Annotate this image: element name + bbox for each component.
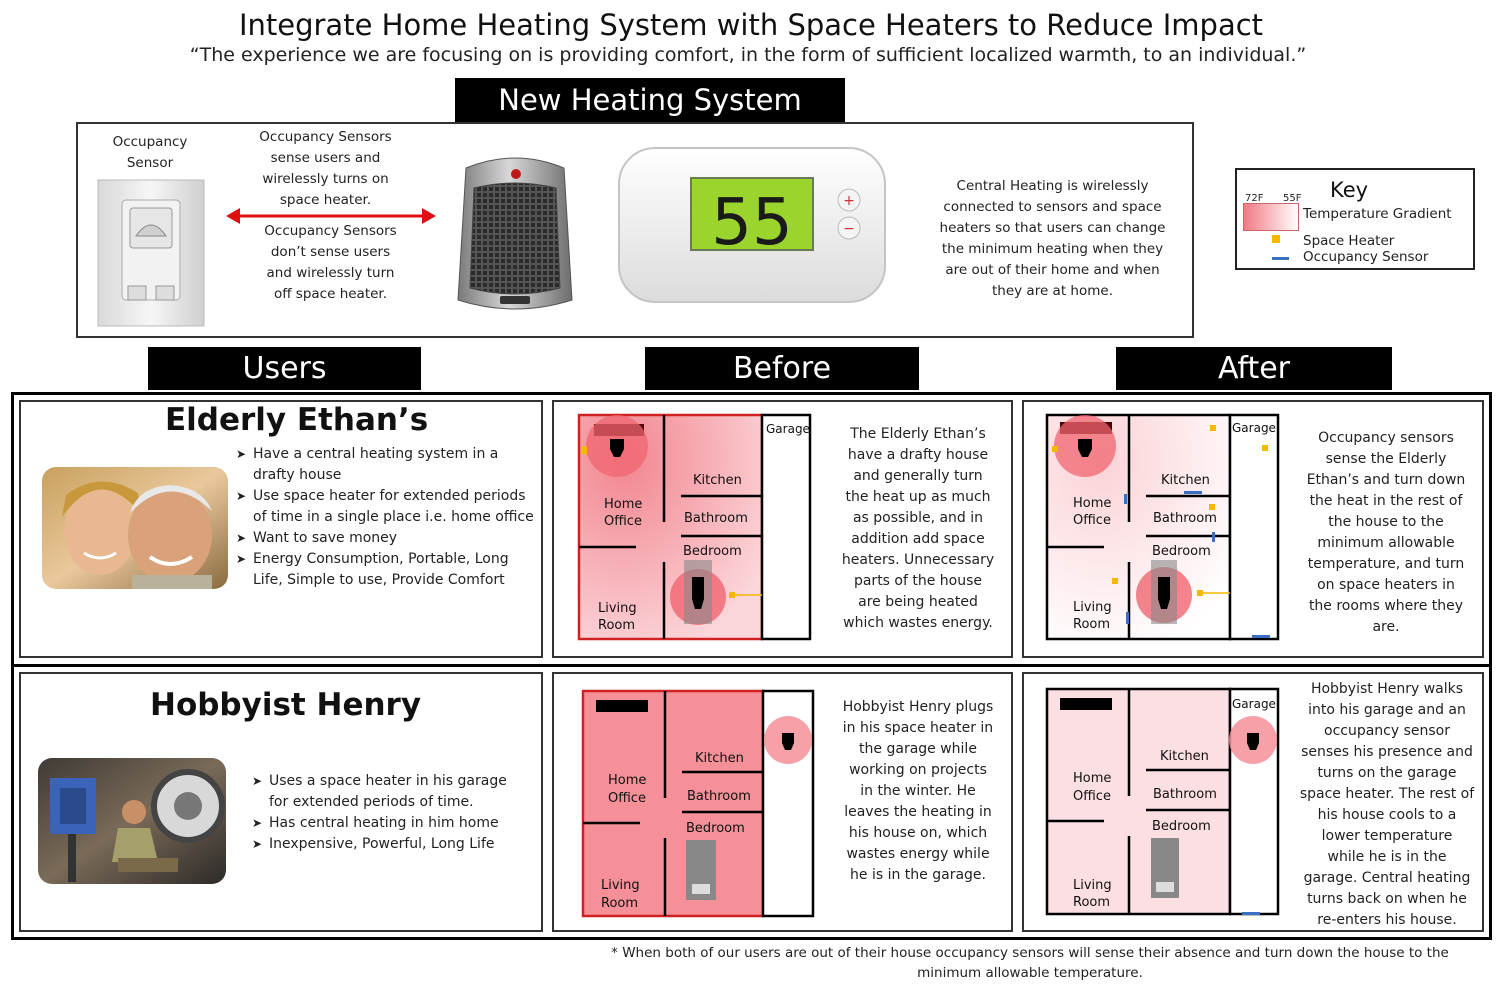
room-label: Room <box>598 618 635 633</box>
legend-gradient-swatch <box>1243 203 1299 231</box>
legend-gradient-label: Temperature Gradient <box>1303 206 1452 222</box>
room-label: Home <box>604 497 642 512</box>
room-label: Bedroom <box>683 544 742 559</box>
room-label: Bathroom <box>687 789 751 804</box>
room-label: Bedroom <box>1152 819 1211 834</box>
system-section-label: New Heating System <box>455 78 845 122</box>
footnote: * When both of our users are out of thei… <box>611 945 1449 981</box>
list-item: Inexpensive, Powerful, Long Life <box>252 834 527 855</box>
list-item: Want to save money <box>236 528 536 549</box>
room-label: Garage <box>766 422 810 436</box>
henry-bullets: Uses a space heater in his garage for ex… <box>252 771 527 855</box>
ethan-name: Elderly Ethan’s <box>165 402 429 438</box>
room-label: Bathroom <box>684 511 748 526</box>
list-item: Energy Consumption, Portable, Long Life,… <box>236 549 536 591</box>
room-label: Kitchen <box>695 751 744 766</box>
thermostat-icon: 55 + − <box>618 147 886 303</box>
room-label: Bathroom <box>1153 787 1217 802</box>
ethan-before-floorplan: Garage Kitchen Home Office Bathroom Bedr… <box>577 413 812 641</box>
sensor-off-text: Occupancy Sensors don’t sense users and … <box>264 223 397 302</box>
page-title: Integrate Home Heating System with Space… <box>238 8 1264 42</box>
room-label: Office <box>1073 513 1111 528</box>
henry-before-text: Hobbyist Henry plugs in his space heater… <box>842 699 994 883</box>
henry-name: Hobbyist Henry <box>150 687 422 723</box>
legend-temp-high: 72F <box>1245 193 1264 204</box>
ethan-before-text: The Elderly Ethan’s have a drafty house … <box>841 426 995 631</box>
henry-before-floorplan: Kitchen Home Office Bathroom Bedroom Liv… <box>581 689 815 918</box>
legend-sensor-label: Occupancy Sensor <box>1303 249 1429 265</box>
svg-text:+: + <box>843 193 855 209</box>
legend-title: Key <box>1330 178 1369 202</box>
sensor-caption: Occupancy Sensor <box>112 134 188 171</box>
thermostat-display: 55 <box>711 186 792 260</box>
space-heater-icon <box>457 157 573 310</box>
legend-temp-low: 55F <box>1283 193 1302 204</box>
room-label: Bedroom <box>686 821 745 836</box>
henry-photo <box>38 758 226 884</box>
legend-heater-icon <box>1272 235 1280 243</box>
room-label: Living <box>598 601 637 616</box>
room-label: Office <box>608 791 646 806</box>
page-subtitle: “The experience we are focusing on is pr… <box>189 44 1307 66</box>
room-label: Room <box>601 896 638 911</box>
room-label: Office <box>604 514 642 529</box>
central-heating-text: Central Heating is wirelessly connected … <box>939 178 1166 299</box>
list-item: Uses a space heater in his garage for ex… <box>252 771 527 813</box>
room-label: Home <box>608 773 646 788</box>
room-label: Bedroom <box>1152 544 1211 559</box>
column-users: Users <box>148 347 421 390</box>
ethan-bullets: Have a central heating system in a draft… <box>236 444 536 591</box>
list-item: Use space heater for extended periods of… <box>236 486 536 528</box>
ethan-after-floorplan: Garage Kitchen Home Office Bathroom Bedr… <box>1045 413 1280 641</box>
list-item: Has central heating in him home <box>252 813 527 834</box>
ethan-photo <box>42 467 228 589</box>
room-label: Bathroom <box>1153 511 1217 526</box>
henry-after-text: Hobbyist Henry walks into his garage and… <box>1299 681 1475 928</box>
row-divider <box>11 664 1492 667</box>
legend-box <box>1235 168 1475 270</box>
room-label: Living <box>601 878 640 893</box>
room-label: Kitchen <box>1160 749 1209 764</box>
henry-after-floorplan: Garage Kitchen Home Office Bathroom Bedr… <box>1045 687 1280 916</box>
column-after: After <box>1116 347 1392 390</box>
room-label: Living <box>1073 600 1112 615</box>
room-label: Home <box>1073 771 1111 786</box>
list-item: Have a central heating system in a draft… <box>236 444 536 486</box>
legend-sensor-icon <box>1272 257 1289 260</box>
column-before: Before <box>645 347 919 390</box>
double-arrow-icon <box>226 208 436 224</box>
room-label: Room <box>1073 895 1110 910</box>
room-label: Kitchen <box>693 473 742 488</box>
room-label: Garage <box>1232 421 1276 435</box>
room-label: Home <box>1073 496 1111 511</box>
sensor-on-text: Occupancy Sensors sense users and wirele… <box>259 129 392 208</box>
ethan-after-text: Occupancy sensors sense the Elderly Etha… <box>1306 430 1466 635</box>
room-label: Garage <box>1232 697 1276 711</box>
occupancy-sensor-icon <box>97 179 205 327</box>
svg-text:−: − <box>843 221 855 237</box>
room-label: Kitchen <box>1161 473 1210 488</box>
room-label: Living <box>1073 878 1112 893</box>
legend-heater-label: Space Heater <box>1303 233 1395 249</box>
room-label: Office <box>1073 789 1111 804</box>
room-label: Room <box>1073 617 1110 632</box>
